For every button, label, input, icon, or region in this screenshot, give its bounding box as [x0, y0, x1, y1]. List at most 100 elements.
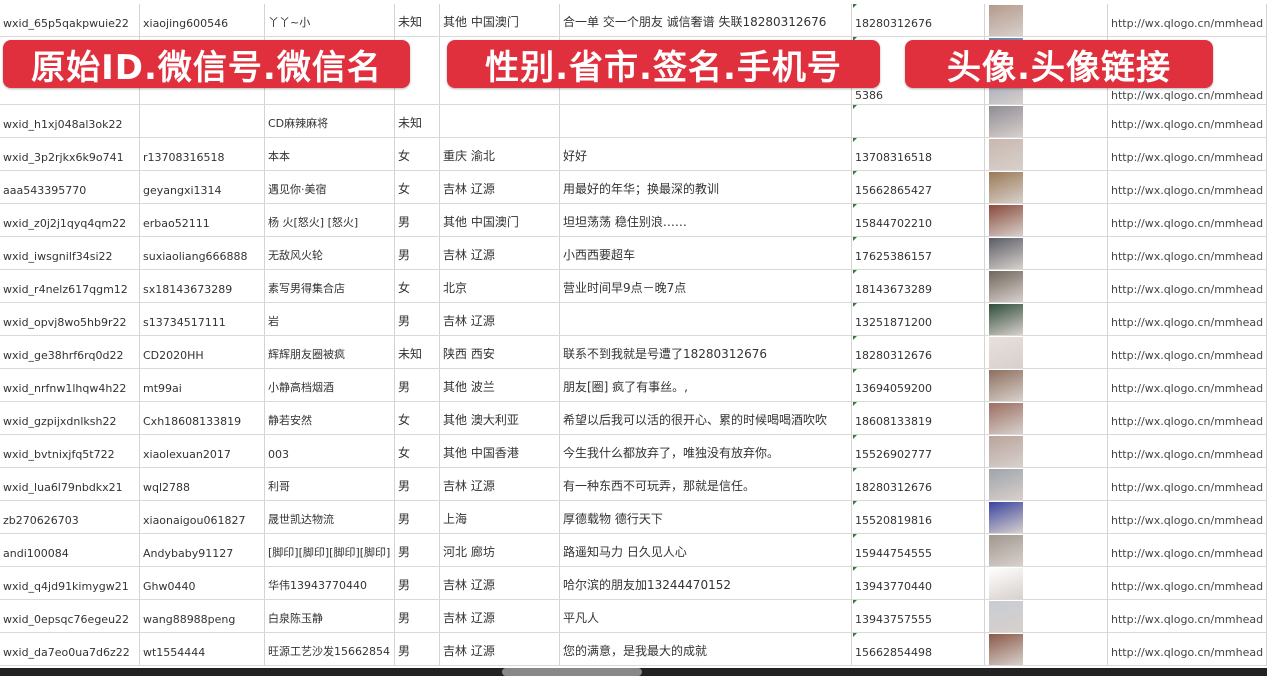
wechat-name-cell[interactable]: 晟世凯达物流 [265, 501, 395, 533]
avatar-link-cell[interactable]: http://wx.qlogo.cn/mmhead [1108, 369, 1267, 401]
avatar-cell[interactable] [985, 369, 1108, 401]
signature-cell[interactable]: 好好 [560, 138, 852, 170]
avatar-cell[interactable] [985, 237, 1108, 269]
phone-cell[interactable]: 15662854498 [852, 633, 985, 665]
phone-cell[interactable]: 15844702210 [852, 204, 985, 236]
signature-cell[interactable] [560, 303, 852, 335]
original-id-cell[interactable]: wxid_0epsqc76egeu22 [0, 600, 140, 632]
wechat-id-cell[interactable]: mt99ai [140, 369, 265, 401]
avatar-link-cell[interactable]: http://wx.qlogo.cn/mmhead [1108, 501, 1267, 533]
signature-cell[interactable]: 朋友[圈] 疯了有事丝。, [560, 369, 852, 401]
wechat-name-cell[interactable]: 小静高档烟酒 [265, 369, 395, 401]
phone-cell[interactable]: 13943757555 [852, 600, 985, 632]
phone-cell[interactable]: 15520819816 [852, 501, 985, 533]
wechat-id-cell[interactable]: suxiaoliang666888 [140, 237, 265, 269]
original-id-cell[interactable]: zb270626703 [0, 501, 140, 533]
region-cell[interactable]: 吉林 辽源 [440, 567, 560, 599]
phone-cell[interactable]: 13708316518 [852, 138, 985, 170]
wechat-name-cell[interactable]: 003 [265, 435, 395, 467]
original-id-cell[interactable]: wxid_h1xj048al3ok22 [0, 105, 140, 137]
avatar-cell[interactable] [985, 204, 1108, 236]
avatar-cell[interactable] [985, 402, 1108, 434]
avatar-cell[interactable] [985, 303, 1108, 335]
avatar-link-cell[interactable]: http://wx.qlogo.cn/mmhead [1108, 237, 1267, 269]
gender-cell[interactable] [395, 37, 440, 104]
gender-cell[interactable]: 男 [395, 501, 440, 533]
avatar-cell[interactable] [985, 501, 1108, 533]
region-cell[interactable]: 吉林 辽源 [440, 600, 560, 632]
avatar-link-cell[interactable]: http://wx.qlogo.cn/mmhead [1108, 633, 1267, 665]
phone-cell[interactable]: 15944754555 [852, 534, 985, 566]
gender-cell[interactable]: 男 [395, 303, 440, 335]
avatar-link-cell[interactable]: http://wx.qlogo.cn/mmhead [1108, 534, 1267, 566]
gender-cell[interactable]: 女 [395, 435, 440, 467]
phone-cell[interactable]: 18280312676 [852, 468, 985, 500]
avatar-cell[interactable] [985, 468, 1108, 500]
original-id-cell[interactable]: wxid_opvj8wo5hb9r22 [0, 303, 140, 335]
region-cell[interactable]: 吉林 辽源 [440, 303, 560, 335]
gender-cell[interactable]: 男 [395, 369, 440, 401]
region-cell[interactable]: 其他 澳大利亚 [440, 402, 560, 434]
region-cell[interactable]: 吉林 辽源 [440, 237, 560, 269]
phone-cell[interactable]: 18280312676 [852, 336, 985, 368]
wechat-name-cell[interactable]: 静若安然 [265, 402, 395, 434]
original-id-cell[interactable]: wxid_bvtnixjfq5t722 [0, 435, 140, 467]
phone-cell[interactable]: 15526902777 [852, 435, 985, 467]
signature-cell[interactable]: 合一单 交一个朋友 诚信奢谱 失联18280312676 [560, 4, 852, 36]
signature-cell[interactable]: 希望以后我可以活的很开心、累的时候喝喝酒吹吹 [560, 402, 852, 434]
wechat-id-cell[interactable]: wt1554444 [140, 633, 265, 665]
avatar-link-cell[interactable]: http://wx.qlogo.cn/mmhead [1108, 204, 1267, 236]
phone-cell[interactable]: 13251871200 [852, 303, 985, 335]
original-id-cell[interactable]: wxid_nrfnw1lhqw4h22 [0, 369, 140, 401]
wechat-id-cell[interactable]: wql2788 [140, 468, 265, 500]
signature-cell[interactable]: 今生我什么都放弃了，唯独没有放弃你。 [560, 435, 852, 467]
signature-cell[interactable]: 有一种东西不可玩弄，那就是信任。 [560, 468, 852, 500]
signature-cell[interactable]: 联系不到我就是号遭了18280312676 [560, 336, 852, 368]
signature-cell[interactable]: 坦坦荡荡 稳住别浪…… [560, 204, 852, 236]
wechat-id-cell[interactable]: s13734517111 [140, 303, 265, 335]
avatar-cell[interactable] [985, 600, 1108, 632]
region-cell[interactable]: 其他 中国澳门 [440, 204, 560, 236]
avatar-cell[interactable] [985, 270, 1108, 302]
wechat-id-cell[interactable]: xiaonaigou061827 [140, 501, 265, 533]
avatar-cell[interactable] [985, 534, 1108, 566]
signature-cell[interactable]: 厚德载物 德行天下 [560, 501, 852, 533]
avatar-link-cell[interactable]: http://wx.qlogo.cn/mmhead [1108, 336, 1267, 368]
wechat-id-cell[interactable]: sx18143673289 [140, 270, 265, 302]
wechat-name-cell[interactable]: 本本 [265, 138, 395, 170]
region-cell[interactable]: 上海 [440, 501, 560, 533]
signature-cell[interactable]: 营业时间早9点－晚7点 [560, 270, 852, 302]
phone-cell[interactable]: 17625386157 [852, 237, 985, 269]
gender-cell[interactable]: 女 [395, 171, 440, 203]
phone-cell[interactable]: 18280312676 [852, 4, 985, 36]
gender-cell[interactable]: 男 [395, 600, 440, 632]
wechat-name-cell[interactable]: 无敌风火轮 [265, 237, 395, 269]
avatar-link-cell[interactable]: http://wx.qlogo.cn/mmhead [1108, 105, 1267, 137]
region-cell[interactable]: 吉林 辽源 [440, 633, 560, 665]
gender-cell[interactable]: 男 [395, 468, 440, 500]
gender-cell[interactable]: 女 [395, 402, 440, 434]
avatar-link-cell[interactable]: http://wx.qlogo.cn/mmhead [1108, 567, 1267, 599]
horizontal-scrollbar[interactable] [502, 668, 642, 676]
original-id-cell[interactable]: wxid_ge38hrf6rq0d22 [0, 336, 140, 368]
wechat-name-cell[interactable]: 华伟13943770440 [265, 567, 395, 599]
avatar-cell[interactable] [985, 567, 1108, 599]
avatar-cell[interactable] [985, 138, 1108, 170]
wechat-id-cell[interactable]: xiaolexuan2017 [140, 435, 265, 467]
signature-cell[interactable]: 平凡人 [560, 600, 852, 632]
wechat-id-cell[interactable]: CD2020HH [140, 336, 265, 368]
phone-cell[interactable] [852, 105, 985, 137]
wechat-id-cell[interactable]: wang88988peng [140, 600, 265, 632]
gender-cell[interactable]: 男 [395, 534, 440, 566]
signature-cell[interactable]: 小西西要超车 [560, 237, 852, 269]
avatar-cell[interactable] [985, 435, 1108, 467]
wechat-name-cell[interactable]: 遇见你·美宿 [265, 171, 395, 203]
gender-cell[interactable]: 男 [395, 204, 440, 236]
wechat-name-cell[interactable]: 旺源工艺沙发15662854 [265, 633, 395, 665]
region-cell[interactable]: 其他 波兰 [440, 369, 560, 401]
avatar-link-cell[interactable]: http://wx.qlogo.cn/mmhead [1108, 600, 1267, 632]
gender-cell[interactable]: 未知 [395, 336, 440, 368]
wechat-name-cell[interactable]: 杨 火[怒火] [怒火] [265, 204, 395, 236]
region-cell[interactable]: 陕西 西安 [440, 336, 560, 368]
region-cell[interactable]: 重庆 渝北 [440, 138, 560, 170]
